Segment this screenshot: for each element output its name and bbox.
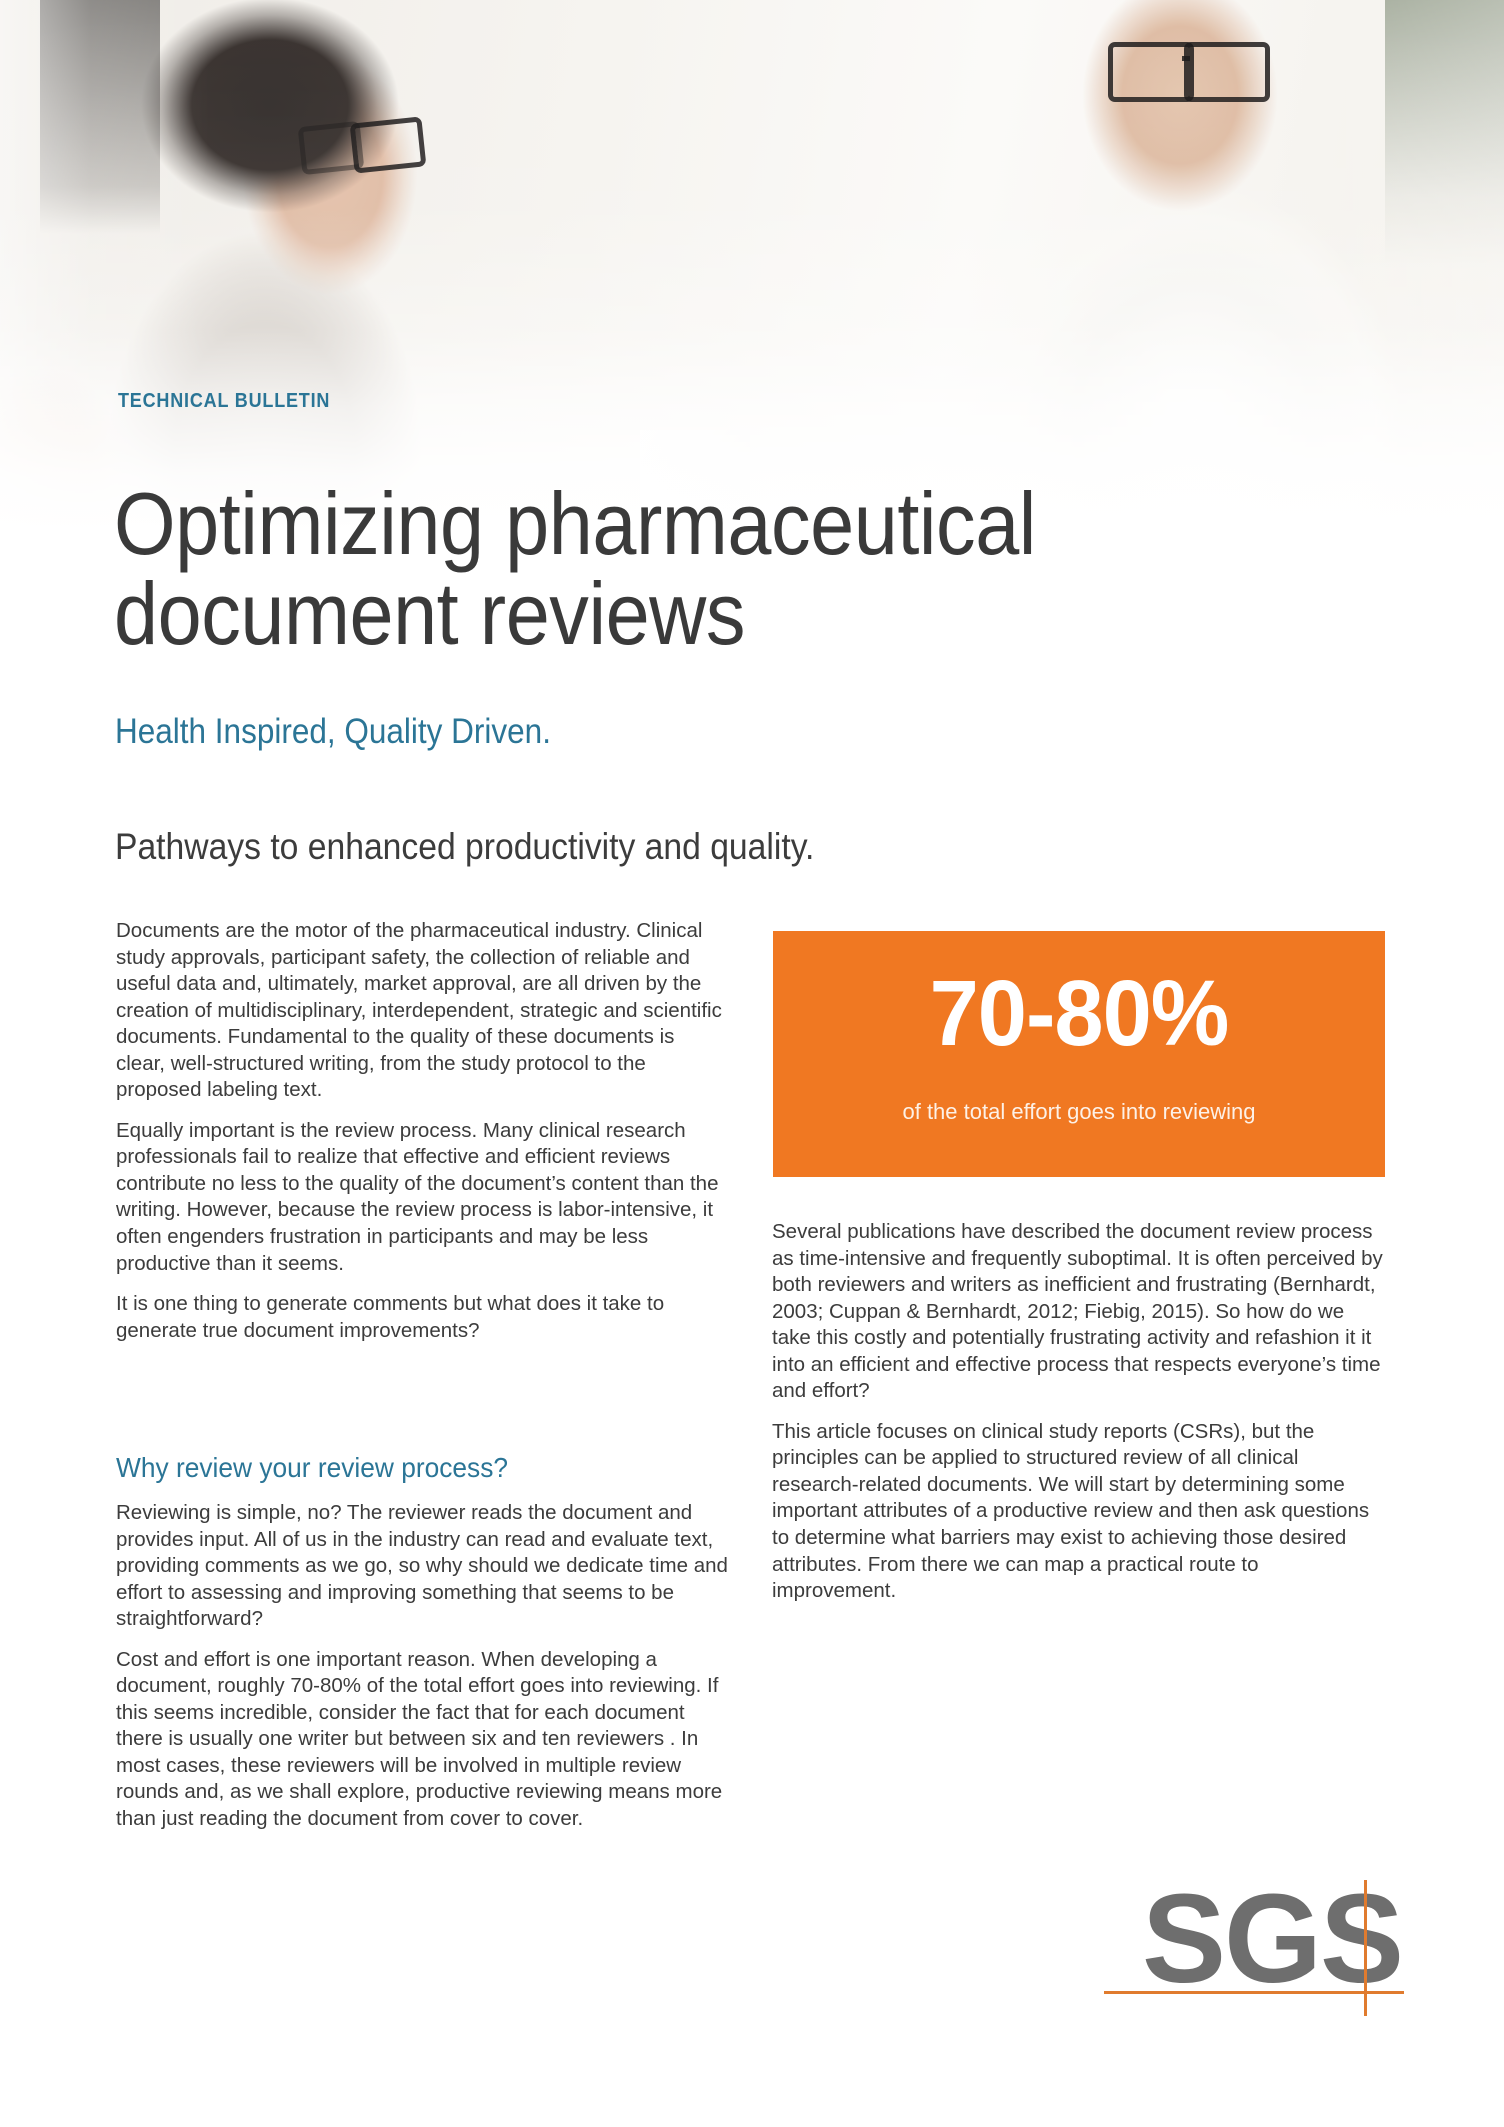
eyebrow-label: TECHNICAL BULLETIN (118, 390, 331, 412)
paragraph: Reviewing is simple, no? The reviewer re… (116, 1501, 728, 1631)
paragraph: Cost and effort is one important reason.… (116, 1647, 723, 1831)
paragraph: Documents are the motor of the pharmaceu… (116, 919, 722, 1102)
sgs-logo: SGS (1104, 1868, 1416, 2018)
stat-number: 70-80% (929, 961, 1230, 1065)
hero-white-fade-overlay (0, 0, 1504, 700)
page-title: Optimizing pharmaceutical document revie… (114, 473, 1036, 663)
paragraph: It is one thing to generate comments but… (116, 1292, 665, 1342)
paragraph: Equally important is the review process.… (116, 1118, 719, 1275)
sgs-logo-horizontal-rule (1104, 1991, 1404, 1994)
paragraph: Several publications have described the … (772, 1220, 1383, 1403)
stat-caption: of the total effort goes into reviewing (902, 1099, 1256, 1124)
brand-tagline: Health Inspired, Quality Driven. (115, 712, 551, 751)
left-column-text-block: Documents are the motor of the pharmaceu… (116, 918, 728, 1358)
section-heading-why-review: Why review your review process? (116, 1452, 509, 1483)
paragraph: This article focuses on clinical study r… (772, 1419, 1370, 1603)
right-column-text-block: Several publications have described the … (772, 1219, 1388, 1619)
left-column-text-block-2: Reviewing is simple, no? The reviewer re… (116, 1500, 728, 1847)
stat-callout-box: 70-80% of the total effort goes into rev… (773, 931, 1385, 1177)
hero-banner-image (0, 0, 1504, 700)
sgs-logo-vertical-rule (1364, 1880, 1367, 2016)
sgs-logo-wordmark: SGS (1142, 1868, 1404, 2009)
article-subheading: Pathways to enhanced productivity and qu… (115, 826, 815, 867)
